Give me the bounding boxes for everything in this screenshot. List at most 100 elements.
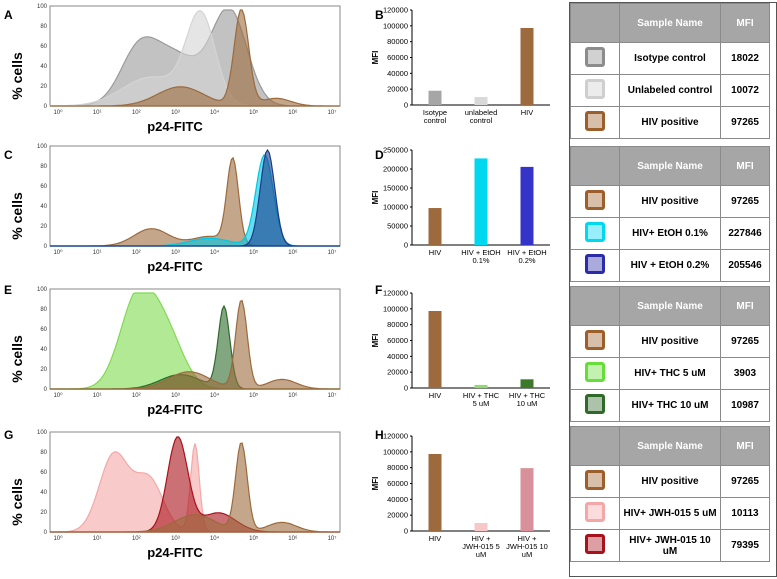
y-tick-label: 50000 bbox=[387, 222, 408, 231]
y-tick-label: 0 bbox=[404, 101, 408, 110]
x-tick-label: 10⁵ bbox=[249, 392, 259, 399]
y-tick-label: 80 bbox=[40, 164, 47, 170]
y-tick-label: 20 bbox=[40, 84, 47, 90]
x-tick-label: 10¹ bbox=[93, 250, 102, 256]
x-tick-label: 10¹ bbox=[93, 536, 102, 542]
y-tick-label: 60000 bbox=[387, 479, 408, 488]
histogram-c: 0 20 40 60 80 100 10⁰ 10¹ 10² 10³ 10⁴ 10⁵ 10⁶ 10⁷ % ce… bbox=[9, 144, 341, 274]
row-1: A 0 20 40 60 80 100 10⁰ 10¹ 10² 10³ 10⁴ 10⁵ 10⁶ 10⁷ % … bbox=[0, 0, 777, 145]
x-tick-label: 10² bbox=[132, 250, 141, 256]
x-category-label: HIV + THC 10 uM bbox=[509, 391, 546, 408]
y-tick-label: 0 bbox=[44, 244, 48, 250]
legend-table-g: Sample Name MFI HIV positive 97265 HIV+ JWH-… bbox=[570, 426, 770, 562]
bar-chart-d: 0 50000 100000 150000 200000 250000 MFI HIV HIV … bbox=[371, 146, 550, 265]
color-swatch-icon bbox=[585, 222, 605, 242]
row-4: G 0 20 40 60 80 100 10⁰ 10¹ 10² 10³ 10⁴ 10⁵ 10⁶ 10⁷ % … bbox=[0, 426, 777, 571]
mfi-cell: 97265 bbox=[720, 106, 770, 139]
sample-name-cell: HIV+ EtOH 0.1% bbox=[619, 217, 721, 250]
x-tick-label: 10² bbox=[132, 393, 141, 399]
panel-letter-b: B bbox=[375, 8, 384, 22]
swatch-cell bbox=[570, 389, 620, 422]
bar-0 bbox=[428, 310, 442, 388]
y-tick-label: 100000 bbox=[383, 304, 408, 313]
y-tick-label: 80 bbox=[40, 450, 47, 456]
x-tick-label: 10⁶ bbox=[288, 535, 298, 542]
bar-2 bbox=[520, 468, 534, 531]
panel-letter-a: A bbox=[4, 8, 13, 22]
table-header-cell: MFI bbox=[720, 146, 770, 186]
histogram-g: 0 20 40 60 80 100 10⁰ 10¹ 10² 10³ 10⁴ 10⁵ 10⁶ 10⁷ % ce… bbox=[9, 430, 341, 560]
sample-name-cell: HIV + EtOH 0.2% bbox=[619, 249, 721, 282]
y-tick-label: 100 bbox=[37, 4, 48, 10]
y-tick-label: 20000 bbox=[387, 511, 408, 520]
bar-y-axis-label: MFI bbox=[371, 477, 380, 491]
y-tick-label: 250000 bbox=[383, 146, 408, 155]
bar-2 bbox=[520, 27, 534, 105]
y-tick-label: 20 bbox=[40, 510, 47, 516]
bar-1 bbox=[474, 158, 488, 245]
y-tick-label: 120000 bbox=[383, 6, 408, 15]
bar-chart-b: 0 20000 40000 60000 80000 100000 120000 MFI Isot… bbox=[371, 6, 550, 125]
sample-name-cell: HIV+ JWH-015 5 uM bbox=[619, 497, 721, 530]
x-tick-label: 10² bbox=[132, 110, 141, 116]
sample-name-cell: Isotype control bbox=[619, 42, 721, 75]
bar-0 bbox=[428, 90, 442, 105]
x-category-label: Isotype control bbox=[423, 108, 447, 125]
x-tick-label: 10⁷ bbox=[328, 109, 337, 116]
color-swatch-icon bbox=[585, 47, 605, 67]
y-tick-label: 120000 bbox=[383, 289, 408, 298]
histogram-series-2 bbox=[50, 442, 340, 533]
y-tick-label: 80000 bbox=[387, 37, 408, 46]
x-tick-label: 10⁰ bbox=[53, 392, 63, 399]
y-tick-label: 40 bbox=[40, 490, 47, 496]
swatch-cell bbox=[570, 106, 620, 139]
swatch-cell bbox=[570, 465, 620, 498]
x-category-label: HIV + JWH-015 5 uM bbox=[462, 534, 500, 559]
table-row: HIV+ JWH-015 5 uM 10113 bbox=[570, 497, 770, 530]
table-row: HIV+ JWH-015 10 uM 79395 bbox=[570, 529, 770, 562]
y-tick-label: 60 bbox=[40, 44, 47, 50]
bar-chart-f: 0 20000 40000 60000 80000 100000 120000 MFI HIV H… bbox=[371, 289, 550, 408]
y-tick-label: 40 bbox=[40, 347, 47, 353]
bar-2 bbox=[520, 166, 534, 245]
y-tick-label: 100 bbox=[37, 430, 48, 436]
x-tick-label: 10³ bbox=[171, 250, 180, 256]
color-swatch-icon bbox=[585, 190, 605, 210]
x-category-label: HIV bbox=[429, 391, 442, 400]
mfi-cell: 97265 bbox=[720, 185, 770, 218]
table-row: HIV positive 97265 bbox=[570, 325, 770, 358]
legend-table-c: Sample Name MFI HIV positive 97265 HIV+ EtOH… bbox=[570, 146, 770, 282]
right-column-border bbox=[569, 2, 777, 577]
color-swatch-icon bbox=[585, 534, 605, 554]
table-row: HIV positive 97265 bbox=[570, 465, 770, 498]
sample-name-cell: HIV positive bbox=[619, 106, 721, 139]
table-header-cell bbox=[570, 146, 620, 186]
table-row: HIV+ EtOH 0.1% 227846 bbox=[570, 217, 770, 250]
x-tick-label: 10¹ bbox=[93, 393, 102, 399]
color-swatch-icon bbox=[585, 254, 605, 274]
x-tick-label: 10⁰ bbox=[53, 109, 63, 116]
x-category-label: HIV bbox=[429, 534, 442, 543]
x-tick-label: 10² bbox=[132, 536, 141, 542]
panel-letter-g: G bbox=[4, 428, 14, 442]
panel-letter-f: F bbox=[375, 283, 383, 297]
table-row: HIV+ THC 5 uM 3903 bbox=[570, 357, 770, 390]
histogram-e: 0 20 40 60 80 100 10⁰ 10¹ 10² 10³ 10⁴ 10⁵ 10⁶ 10⁷ % ce… bbox=[9, 287, 341, 417]
y-tick-label: 40000 bbox=[387, 352, 408, 361]
y-tick-label: 120000 bbox=[383, 432, 408, 441]
x-tick-label: 10⁶ bbox=[288, 109, 298, 116]
table-header-row: Sample Name MFI bbox=[570, 146, 770, 186]
y-tick-label: 60000 bbox=[387, 53, 408, 62]
mfi-cell: 10987 bbox=[720, 389, 770, 422]
bar-y-axis-label: MFI bbox=[371, 191, 380, 205]
swatch-cell bbox=[570, 74, 620, 107]
bar-y-axis-label: MFI bbox=[371, 334, 380, 348]
x-category-label: HIV + JWH-015 10 uM bbox=[506, 534, 548, 559]
x-tick-label: 10¹ bbox=[93, 110, 102, 116]
y-tick-label: 0 bbox=[44, 387, 48, 393]
y-axis-label: % cells bbox=[9, 478, 25, 526]
y-tick-label: 80 bbox=[40, 307, 47, 313]
panel-letter-d: D bbox=[375, 148, 384, 162]
table-row: HIV + EtOH 0.2% 205546 bbox=[570, 249, 770, 282]
bar-0 bbox=[428, 453, 442, 531]
